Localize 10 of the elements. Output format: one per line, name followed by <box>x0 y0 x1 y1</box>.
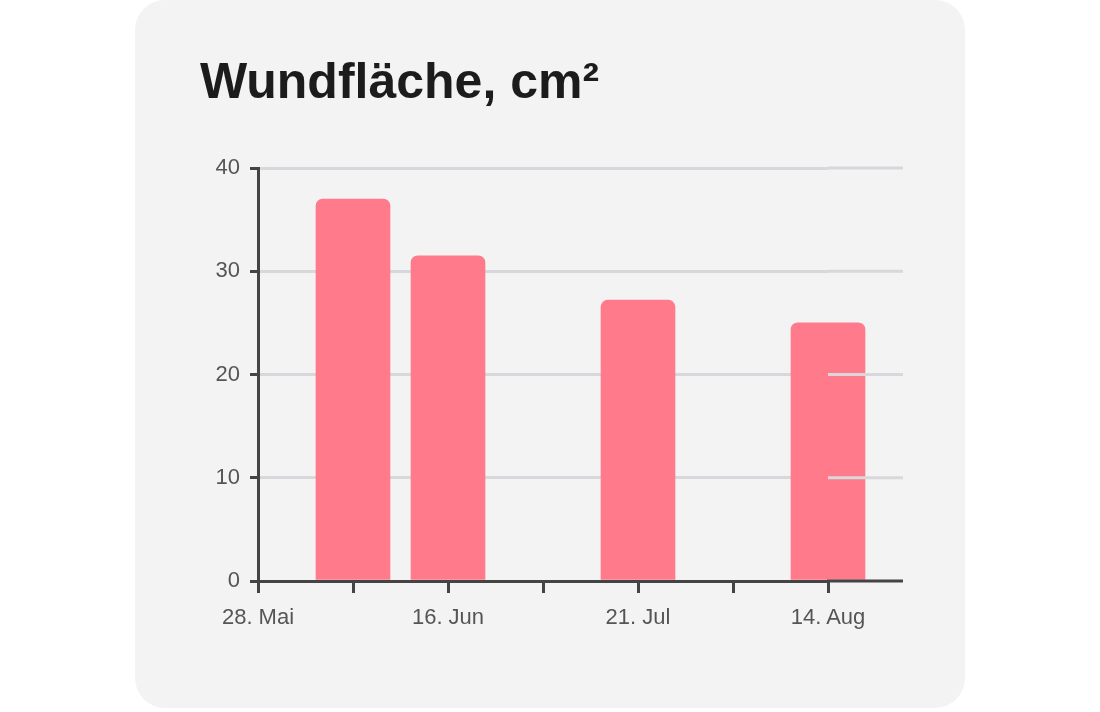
y-tick-label: 20 <box>215 360 240 386</box>
chart-title: Wundfläche, cm² <box>200 52 600 110</box>
y-tick-label: 40 <box>215 154 240 180</box>
x-tick-label: 16. Jun <box>411 604 485 630</box>
x-tick-label: 14. Aug <box>790 604 866 630</box>
y-tick-label: 0 <box>227 567 240 593</box>
y-tick-label: 10 <box>215 463 240 489</box>
x-tick-label: 21. Jul <box>605 604 671 630</box>
x-tick-label: 28. Mai <box>221 604 295 630</box>
y-tick-label: 30 <box>215 257 240 283</box>
